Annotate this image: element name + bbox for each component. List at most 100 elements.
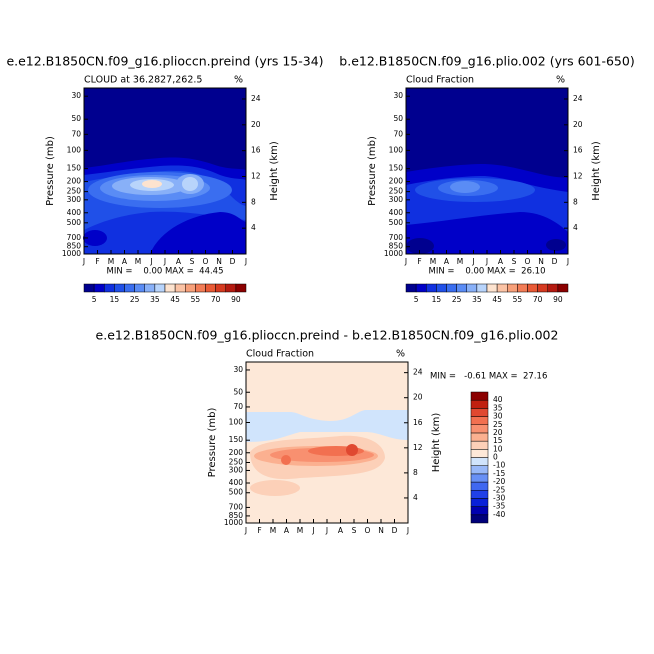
y-tick-label: 250 xyxy=(229,457,244,466)
x-tick-label: N xyxy=(378,526,384,535)
y2-tick-label: 16 xyxy=(251,146,261,155)
y-tick-label: 150 xyxy=(229,435,244,444)
y-tick-label: 250 xyxy=(67,187,82,196)
y-tick-label: 100 xyxy=(67,145,82,154)
x-tick-label: F xyxy=(417,257,421,266)
colorbar-box xyxy=(476,283,488,293)
y-tick-label: 500 xyxy=(389,218,404,227)
colorbar-box xyxy=(507,283,518,293)
colorbar-box xyxy=(185,283,196,293)
x-tick-label: J xyxy=(406,526,409,535)
x-tick-label: O xyxy=(203,257,209,266)
x-tick-label: D xyxy=(230,257,236,266)
colorbar-label: 5 xyxy=(414,295,419,304)
y-tick-label: 700 xyxy=(229,502,244,511)
colorbar-label: 55 xyxy=(513,295,523,304)
colorbar-box xyxy=(114,283,125,293)
y-tick-label: 100 xyxy=(229,418,244,427)
y-tick-label: 70 xyxy=(393,129,403,138)
colorbar-box xyxy=(426,283,437,293)
colorbar-box xyxy=(446,283,457,293)
y2-tick-label: 8 xyxy=(573,197,578,206)
y-tick-label: 70 xyxy=(71,129,81,138)
colorbar-box xyxy=(470,408,489,417)
x-tick-label: N xyxy=(216,257,222,266)
y-tick-label: 400 xyxy=(389,208,404,217)
colorbar-label: 25 xyxy=(130,295,140,304)
colorbar-label: 25 xyxy=(493,420,503,429)
min-max-note: MIN = -0.61 MAX = 27.16 xyxy=(430,372,547,382)
colorbar-box xyxy=(470,506,489,516)
colorbar-box xyxy=(470,498,489,507)
y-tick-label: 700 xyxy=(389,233,404,242)
y-tick-label: 30 xyxy=(233,365,243,374)
y2-tick-label: 8 xyxy=(251,197,256,206)
panel-subtitle: Cloud Fraction xyxy=(406,75,474,86)
colorbar-box xyxy=(470,514,489,524)
colorbar-label: 35 xyxy=(493,403,503,412)
contour-field-1 xyxy=(83,88,246,254)
y2-tick-label: 12 xyxy=(413,443,423,452)
x-tick-label: N xyxy=(538,257,544,266)
colorbar-label: -15 xyxy=(493,469,505,478)
colorbar-box xyxy=(517,283,528,293)
y-axis-label: Pressure (mb) xyxy=(367,136,378,206)
colorbar-label: 35 xyxy=(472,295,482,304)
colorbar-label: -20 xyxy=(493,477,505,486)
x-tick-label: F xyxy=(257,526,261,535)
panel-subtitle: Cloud Fraction xyxy=(246,349,314,360)
y2-tick-label: 16 xyxy=(573,146,583,155)
colorbar-label: 35 xyxy=(150,295,160,304)
y2-tick-label: 24 xyxy=(413,368,423,377)
colorbar-box xyxy=(470,432,489,442)
colorbar-box xyxy=(470,440,489,450)
y-tick-label: 100 xyxy=(389,145,404,154)
y-tick-label: 400 xyxy=(67,208,82,217)
colorbar-box xyxy=(470,424,489,434)
colorbar-box xyxy=(154,283,166,293)
y-tick-label: 1000 xyxy=(62,249,81,258)
x-tick-label: S xyxy=(352,526,357,535)
units-label: % xyxy=(234,75,243,86)
contour-field-3 xyxy=(246,362,408,523)
colorbar-label: 5 xyxy=(92,295,97,304)
y2-tick-label: 12 xyxy=(573,171,583,180)
x-tick-label: D xyxy=(392,526,398,535)
colorbar-box xyxy=(215,283,226,293)
colorbar-box xyxy=(466,283,478,293)
x-tick-label: F xyxy=(95,257,99,266)
y-tick-label: 400 xyxy=(229,478,244,487)
colorbar-label: 70 xyxy=(533,295,543,304)
y-tick-label: 1000 xyxy=(384,249,403,258)
y-axis-label: Pressure (mb) xyxy=(207,408,218,478)
colorbar-box xyxy=(470,465,489,475)
x-tick-label: O xyxy=(365,526,371,535)
x-tick-label: A xyxy=(122,257,128,266)
y2-tick-label: 4 xyxy=(413,493,418,502)
x-tick-label: A xyxy=(498,257,504,266)
colorbar-label: -30 xyxy=(493,493,505,502)
units-label: % xyxy=(556,75,565,86)
colorbar-box xyxy=(456,283,467,293)
x-tick-label: J xyxy=(485,257,488,266)
y2-tick-label: 4 xyxy=(573,223,578,232)
y-tick-label: 850 xyxy=(67,242,82,251)
y2-axis-label: Height (km) xyxy=(431,413,442,473)
colorbar-box xyxy=(470,399,489,409)
units-label: % xyxy=(396,349,405,360)
y-tick-label: 500 xyxy=(229,488,244,497)
colorbar-box xyxy=(470,457,489,466)
x-tick-label: S xyxy=(190,257,195,266)
colorbar-box xyxy=(470,490,489,499)
y-tick-label: 200 xyxy=(389,177,404,186)
colorbar-box xyxy=(547,283,559,293)
colorbar-box xyxy=(470,481,489,491)
colorbar-box xyxy=(527,283,538,293)
colorbar-box xyxy=(104,283,115,293)
colorbar-box xyxy=(134,283,145,293)
y-tick-label: 1000 xyxy=(224,518,243,527)
y-tick-label: 200 xyxy=(67,177,82,186)
y2-axis-label: Height (km) xyxy=(269,141,280,201)
min-max-note: MIN = 0.00 MAX = 26.10 xyxy=(429,267,546,277)
colorbar-box xyxy=(415,283,427,293)
